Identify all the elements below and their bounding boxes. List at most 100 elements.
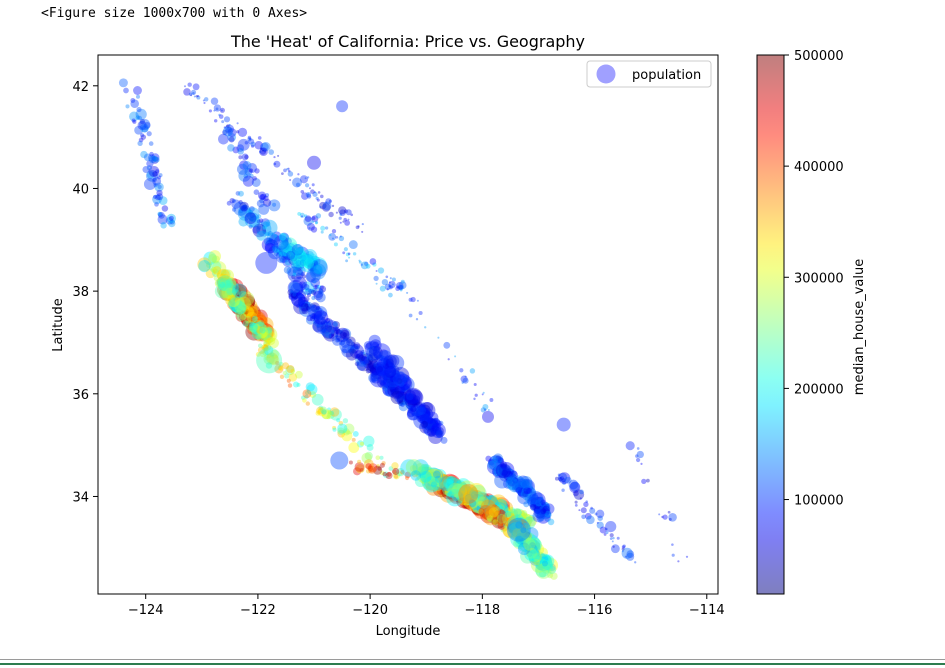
data-point	[196, 95, 201, 100]
data-point	[236, 292, 244, 300]
data-point	[415, 318, 419, 321]
data-point	[244, 301, 251, 308]
data-point	[489, 504, 506, 522]
data-point	[480, 498, 498, 515]
data-point	[448, 488, 456, 496]
data-point	[278, 250, 283, 255]
data-point	[284, 373, 290, 379]
data-point	[311, 216, 316, 221]
data-point	[455, 493, 462, 500]
data-point	[424, 415, 434, 425]
data-point	[413, 411, 431, 430]
data-point	[471, 496, 489, 514]
data-point	[248, 310, 258, 320]
data-point	[287, 167, 290, 170]
data-point	[531, 548, 538, 555]
data-point	[407, 389, 424, 406]
data-point	[520, 485, 537, 501]
x-tick-label: −114	[689, 603, 725, 618]
data-point	[527, 540, 538, 551]
data-point	[438, 486, 447, 494]
data-point	[282, 370, 287, 376]
data-point	[418, 469, 427, 479]
data-point	[321, 324, 327, 330]
data-point	[232, 291, 249, 308]
data-point	[152, 171, 158, 177]
data-point	[456, 482, 466, 492]
data-point	[446, 486, 462, 502]
data-point	[361, 361, 366, 366]
data-point	[282, 245, 295, 258]
data-point	[384, 361, 394, 370]
data-point	[504, 510, 512, 518]
data-point	[281, 245, 296, 260]
data-point	[456, 492, 472, 509]
data-point	[456, 493, 463, 501]
data-point	[517, 539, 531, 552]
data-point	[148, 155, 157, 164]
data-point	[519, 478, 536, 495]
data-point	[486, 500, 503, 517]
data-point	[416, 406, 423, 413]
data-point	[232, 293, 239, 300]
data-point	[504, 508, 511, 515]
data-point	[202, 99, 205, 102]
data-point	[137, 140, 143, 147]
data-point	[211, 261, 227, 276]
data-point	[447, 485, 456, 494]
data-point	[419, 470, 432, 483]
data-point	[362, 355, 367, 360]
data-point	[321, 325, 336, 339]
data-point	[331, 237, 335, 240]
data-point	[425, 469, 432, 476]
data-point	[513, 537, 525, 550]
data-point	[465, 488, 477, 499]
data-point	[325, 332, 332, 339]
data-point	[213, 275, 220, 282]
data-point	[533, 550, 540, 557]
data-point	[641, 478, 647, 485]
data-point	[313, 315, 320, 322]
data-point	[437, 478, 444, 485]
data-point	[230, 291, 239, 299]
data-point	[454, 483, 461, 490]
data-point	[217, 277, 231, 291]
data-point	[264, 334, 274, 344]
data-point	[250, 321, 257, 328]
data-point	[685, 555, 689, 558]
data-point	[520, 530, 532, 542]
data-point	[542, 559, 553, 571]
data-point	[510, 512, 517, 520]
data-point	[305, 192, 312, 198]
data-point	[183, 88, 191, 96]
data-point	[444, 483, 459, 498]
data-point	[214, 279, 224, 288]
data-point	[518, 487, 525, 494]
data-point	[491, 505, 499, 512]
data-point	[427, 417, 434, 425]
data-point	[351, 437, 356, 442]
data-point	[507, 518, 515, 525]
data-point	[387, 362, 395, 370]
data-point	[484, 510, 492, 518]
data-point	[451, 481, 459, 489]
data-point	[424, 473, 442, 491]
data-point	[424, 326, 427, 329]
data-point	[261, 238, 276, 252]
data-point	[491, 516, 500, 525]
data-point	[515, 519, 523, 526]
data-point	[288, 252, 296, 260]
data-point	[376, 367, 385, 377]
data-point	[218, 133, 229, 145]
data-point	[284, 243, 291, 250]
data-point	[520, 530, 530, 540]
data-point	[423, 423, 438, 437]
data-point	[533, 501, 545, 513]
data-point	[524, 532, 531, 539]
data-point	[640, 462, 643, 465]
data-point	[300, 264, 305, 269]
data-point	[411, 395, 421, 404]
data-point	[590, 506, 593, 510]
data-point	[217, 275, 233, 291]
data-point	[226, 285, 242, 300]
